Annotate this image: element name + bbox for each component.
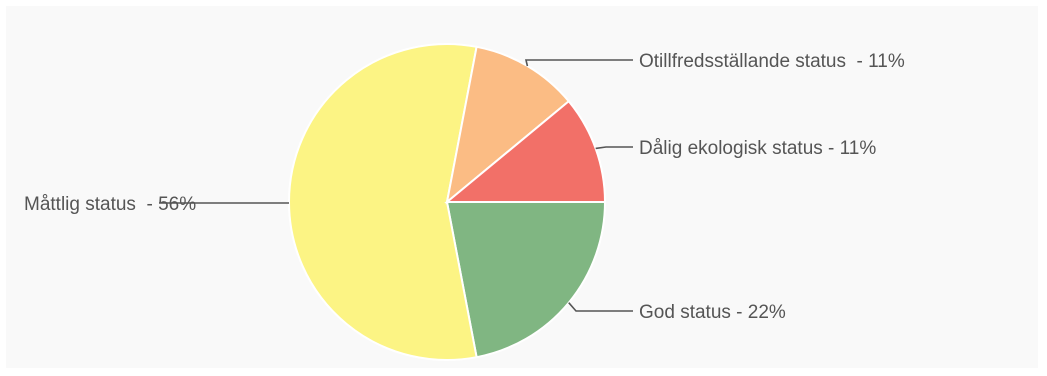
leader-line-0 <box>568 302 633 312</box>
pie-slice-3 <box>444 99 607 203</box>
pie-slice-2 <box>445 45 571 205</box>
leader-line-3 <box>595 146 633 150</box>
pie-slice-0 <box>445 201 607 359</box>
slices-layer <box>287 43 607 361</box>
labels-layer: God status - 22% Måttlig status - 56% Otil… <box>24 51 905 323</box>
slice-label-1: Måttlig status - 56% <box>24 194 196 215</box>
slice-label-0: God status - 22% <box>639 302 786 323</box>
chart-area: God status - 22% Måttlig status - 56% Otil… <box>6 6 1038 368</box>
slice-label-2: Otillfredsställande status - 11% <box>639 51 905 72</box>
slice-label-3: Dålig ekologisk status - 11% <box>639 138 876 159</box>
pie-chart: God status - 22% Måttlig status - 56% Otil… <box>24 43 905 361</box>
leaders-layer <box>159 59 633 312</box>
leader-line-2 <box>524 59 633 67</box>
pie-slice-1 <box>287 43 478 361</box>
